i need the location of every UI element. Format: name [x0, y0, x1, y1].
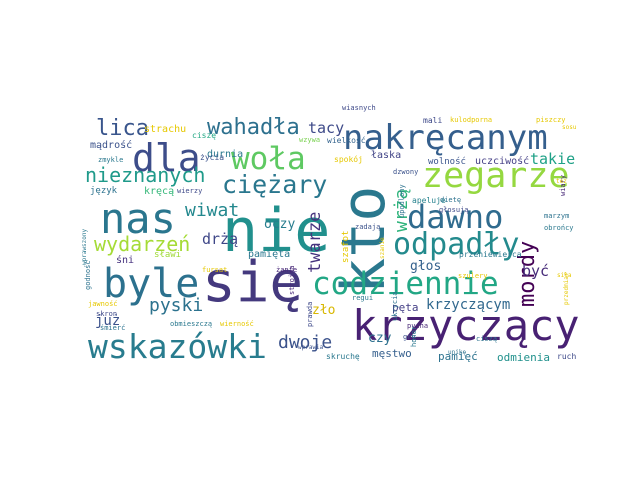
word: strachu — [144, 124, 187, 135]
word: strojna — [288, 265, 296, 295]
word: takie — [530, 150, 576, 168]
word: przeniewierca — [459, 250, 522, 259]
word: głosują — [439, 206, 469, 214]
word: odpadły — [393, 227, 520, 262]
word: gry — [403, 333, 416, 341]
word: śmierć — [100, 324, 126, 332]
word: regui — [352, 294, 374, 302]
word: ciężary — [222, 170, 328, 199]
word: język — [90, 186, 118, 196]
word: głos — [410, 259, 442, 274]
word: durnia — [207, 149, 244, 160]
word: wielkość — [327, 136, 366, 145]
word: unikę — [448, 349, 467, 356]
word: tacy — [308, 119, 345, 137]
word: wahadła — [207, 115, 300, 140]
word: dawno — [407, 198, 504, 236]
word: dietę — [440, 196, 462, 204]
word: spokój — [334, 155, 363, 164]
word: szulery — [458, 272, 488, 280]
word: nakręcanym — [343, 118, 548, 158]
word: wprawszony — [81, 228, 88, 265]
word: twarze — [305, 211, 325, 273]
word: wiasnych — [342, 104, 376, 112]
word: pamięta — [248, 249, 291, 260]
word: pyski — [149, 295, 204, 316]
word: piszczy — [536, 116, 566, 124]
word: woła — [231, 141, 306, 177]
word: wskazówki — [88, 327, 267, 366]
word: wiwat — [185, 200, 240, 221]
word: życia — [200, 153, 225, 162]
word: obrońcy — [544, 224, 574, 232]
word: wprawia — [298, 344, 324, 351]
word: mali — [423, 116, 443, 125]
word: nie — [222, 196, 331, 266]
word: wierzy — [177, 187, 203, 195]
word: dzwony — [393, 168, 419, 176]
word: pycha — [407, 322, 429, 330]
word: dla — [132, 136, 201, 180]
word: szanie — [379, 237, 386, 259]
word: już — [95, 313, 121, 329]
word: zło — [312, 303, 336, 318]
word: lica — [96, 116, 149, 141]
word: marzym — [544, 212, 570, 220]
word: czy — [368, 331, 392, 346]
word: szafot — [341, 230, 351, 263]
word: męstwo — [372, 347, 412, 360]
word: nas — [100, 194, 176, 243]
word: obmieszczą — [170, 320, 213, 328]
word: śni — [116, 255, 135, 266]
word: skron — [96, 310, 118, 318]
word: mądrość — [90, 140, 133, 151]
word: siła — [557, 272, 572, 279]
word: honor — [410, 325, 418, 347]
word: krzyczącym — [426, 297, 511, 313]
word: tez — [556, 178, 567, 185]
word: pamięć — [438, 350, 478, 363]
word: żanie — [276, 266, 298, 274]
word: zegarze — [422, 156, 570, 196]
word: kręcą — [144, 186, 175, 197]
word: drżą — [202, 230, 239, 248]
word: pęta — [392, 301, 419, 314]
word: kulodporna — [450, 116, 493, 124]
word: odmienia — [497, 351, 550, 364]
word: zmykle — [98, 156, 124, 164]
word: sławi — [154, 250, 182, 260]
word: ukrycia — [391, 291, 399, 321]
word: przedmiar — [563, 272, 570, 305]
word: być — [522, 262, 550, 280]
word: oczy — [264, 217, 296, 232]
word: upodlony — [398, 184, 406, 218]
word: wydarzeń — [94, 232, 191, 256]
word: zadają — [355, 223, 381, 231]
word: łaska — [371, 150, 402, 161]
word: ciszę — [192, 131, 217, 140]
word: ruch — [557, 352, 577, 361]
word: nieznanych — [85, 163, 206, 187]
word: wzywa — [299, 136, 321, 144]
word: uczciwość — [475, 156, 530, 167]
word: byle — [103, 261, 200, 307]
word: fursat — [202, 266, 228, 274]
word: sosu — [562, 124, 577, 131]
word: skruchę — [326, 352, 360, 361]
word: wolność — [428, 157, 466, 167]
word: krzyczący — [352, 301, 580, 350]
word: dwoje — [278, 332, 333, 353]
word: jawność — [88, 300, 118, 308]
word: wierność — [220, 320, 254, 328]
word: apeluje — [412, 196, 446, 205]
word: się — [202, 250, 304, 315]
word: codziennie — [312, 266, 499, 302]
word-cloud: się nie kto nas krzyczący byle nakręcany… — [80, 104, 580, 372]
word: prawda — [306, 301, 314, 327]
word: ciszą — [476, 335, 498, 343]
